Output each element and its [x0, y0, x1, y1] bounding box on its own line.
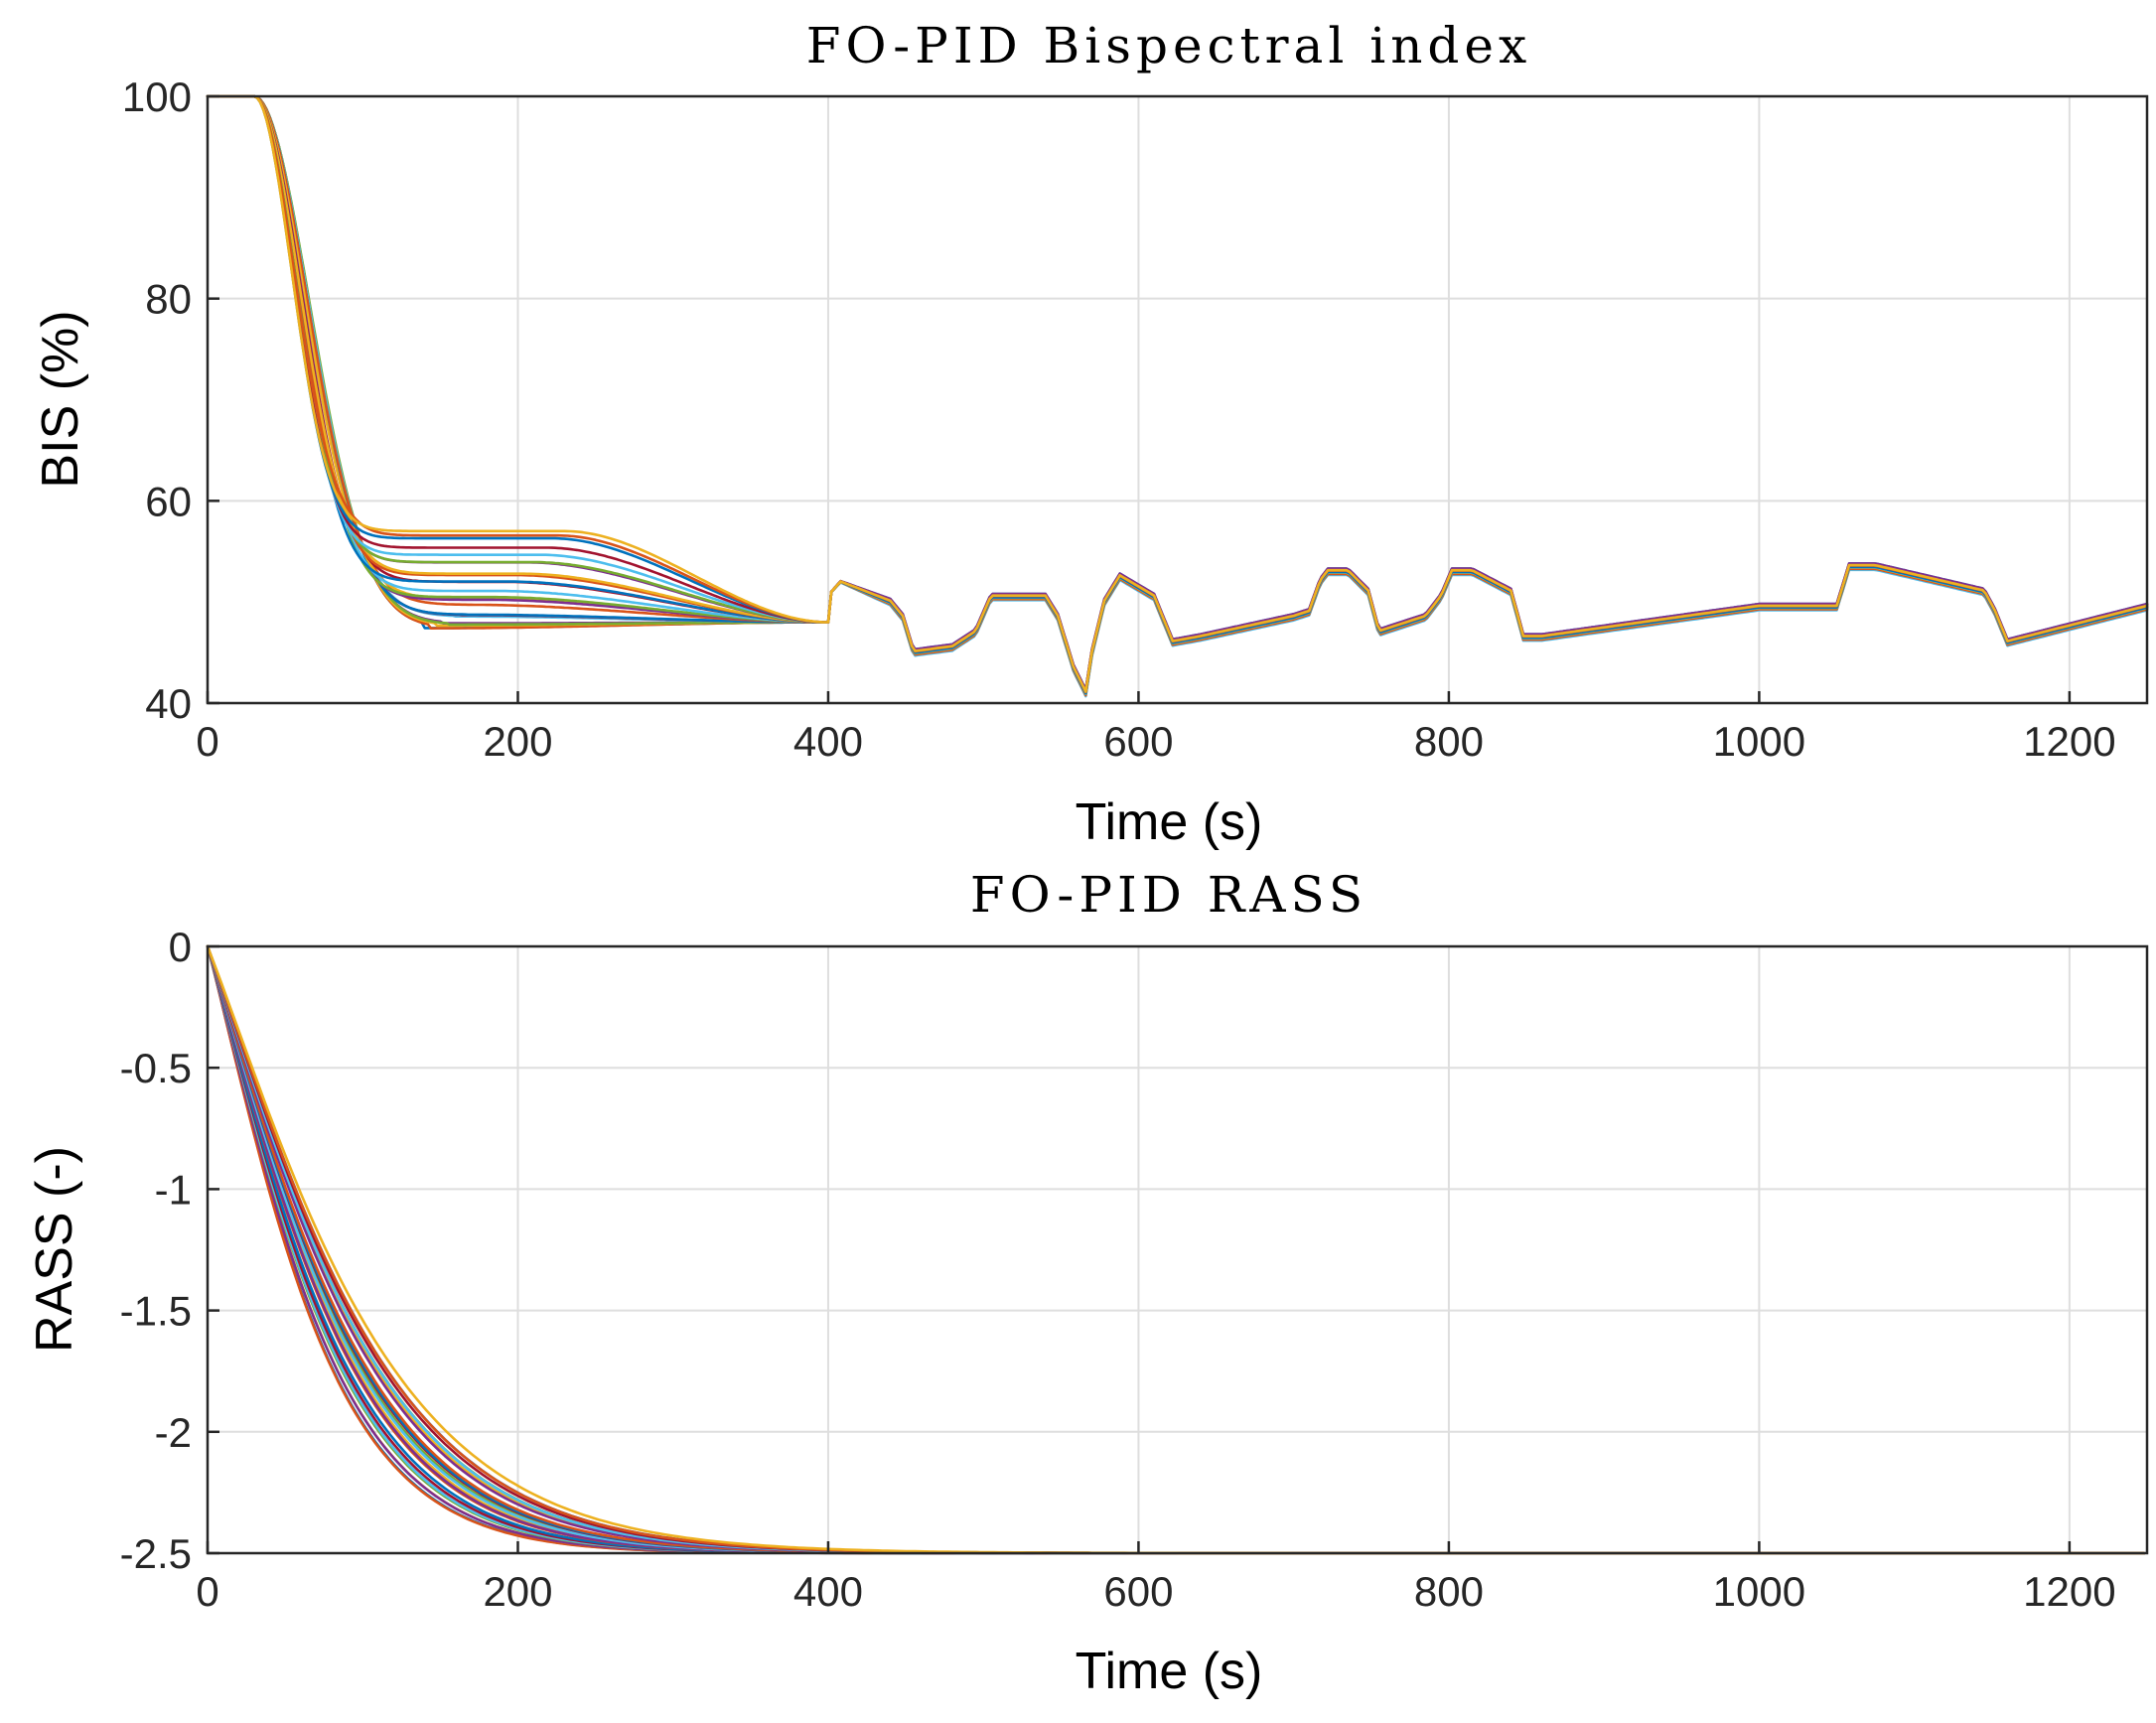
bis-series-line: [206, 94, 2149, 694]
rass-series-line: [206, 944, 2146, 1555]
x-tick-label: 200: [483, 1568, 552, 1615]
y-tick-label: -2.5: [120, 1530, 192, 1577]
bis-grid: [208, 96, 2147, 703]
y-tick-label: 40: [145, 680, 192, 727]
x-tick-label: 400: [793, 718, 863, 765]
y-tick-label: -0.5: [120, 1045, 192, 1091]
rass-series-line: [206, 944, 2146, 1555]
rass-x-axis-label: Time (s): [1076, 1643, 1263, 1700]
rass-chart-title: FO-PID RASS: [970, 866, 1367, 924]
x-tick-label: 400: [793, 1568, 863, 1615]
bis-x-axis-label: Time (s): [1076, 793, 1263, 851]
rass-series-line: [206, 944, 2146, 1555]
rass-series-line: [206, 944, 2146, 1555]
bis-series-line: [206, 94, 2149, 694]
x-tick-label: 200: [483, 718, 552, 765]
x-tick-label: 0: [196, 718, 218, 765]
rass-series-line: [206, 944, 2146, 1555]
rass-series-line: [206, 944, 2146, 1555]
rass-series-line: [206, 944, 2146, 1555]
bis-y-axis-label: BIS (%): [32, 310, 89, 488]
rass-series-line: [206, 944, 2146, 1555]
rass-series-line: [206, 944, 2146, 1555]
bis-series-line: [206, 94, 2149, 694]
bis-series-line: [206, 94, 2149, 692]
rass-series-line: [206, 944, 2146, 1555]
bis-series-line: [206, 94, 2149, 694]
rass-series-line: [206, 944, 2146, 1555]
x-tick-label: 1000: [1713, 1568, 1805, 1615]
x-tick-label: 800: [1414, 1568, 1484, 1615]
rass-series-line: [206, 944, 2146, 1555]
bis-series-line: [206, 94, 2149, 693]
rass-series-line: [206, 944, 2146, 1555]
rass-series-line: [206, 944, 2146, 1555]
bis-series-line: [206, 94, 2149, 694]
x-tick-label: 1000: [1713, 718, 1805, 765]
bis-series-line: [206, 94, 2149, 695]
bis-series-line: [206, 94, 2149, 694]
rass-series-group: [206, 944, 2146, 1555]
rass-ticks: 0 200 400 600 800 1000 1200 -2.5 -2 -1.5 -1 -0.5 0: [120, 924, 2116, 1615]
x-tick-label: 600: [1103, 718, 1173, 765]
rass-series-line: [206, 944, 2146, 1555]
bis-series-line: [206, 94, 2149, 694]
y-tick-label: 100: [122, 73, 192, 120]
x-tick-label: 1200: [2023, 1568, 2115, 1615]
rass-grid: [208, 946, 2147, 1553]
rass-series-line: [206, 944, 2146, 1555]
rass-series-line: [206, 944, 2146, 1555]
y-tick-label: 80: [145, 276, 192, 323]
rass-series-line: [206, 944, 2146, 1555]
rass-chart: FO-PID RASS 0 200 400 600 800 1000 1200 -2.5 -2 -…: [26, 866, 2149, 1700]
y-tick-label: 0: [169, 924, 192, 970]
bis-chart: FO-PID Bispectral index 0 200 400 600 800 100…: [32, 17, 2149, 851]
rass-series-line: [206, 944, 2146, 1555]
rass-y-axis-label: RASS (-): [26, 1146, 83, 1353]
bis-series-line: [206, 94, 2149, 693]
rass-series-line: [206, 944, 2146, 1555]
rass-series-line: [206, 944, 2146, 1555]
y-tick-label: 60: [145, 478, 192, 524]
x-tick-label: 0: [196, 1568, 218, 1615]
bis-series-group: [206, 94, 2149, 698]
y-tick-label: -1.5: [120, 1288, 192, 1335]
rass-plot-frame: [206, 944, 2149, 1555]
bis-chart-title: FO-PID Bispectral index: [806, 17, 1531, 74]
rass-series-line: [206, 944, 2146, 1555]
x-tick-label: 1200: [2023, 718, 2115, 765]
rass-series-line: [206, 944, 2146, 1555]
bis-ticks: 0 200 400 600 800 1000 1200 40 60 80 100: [122, 73, 2116, 765]
x-tick-label: 800: [1414, 718, 1484, 765]
x-tick-label: 600: [1103, 1568, 1173, 1615]
y-tick-label: -2: [155, 1409, 192, 1456]
y-tick-label: -1: [155, 1166, 192, 1213]
bis-plot-frame: [206, 94, 2149, 705]
rass-series-line: [206, 944, 2146, 1555]
